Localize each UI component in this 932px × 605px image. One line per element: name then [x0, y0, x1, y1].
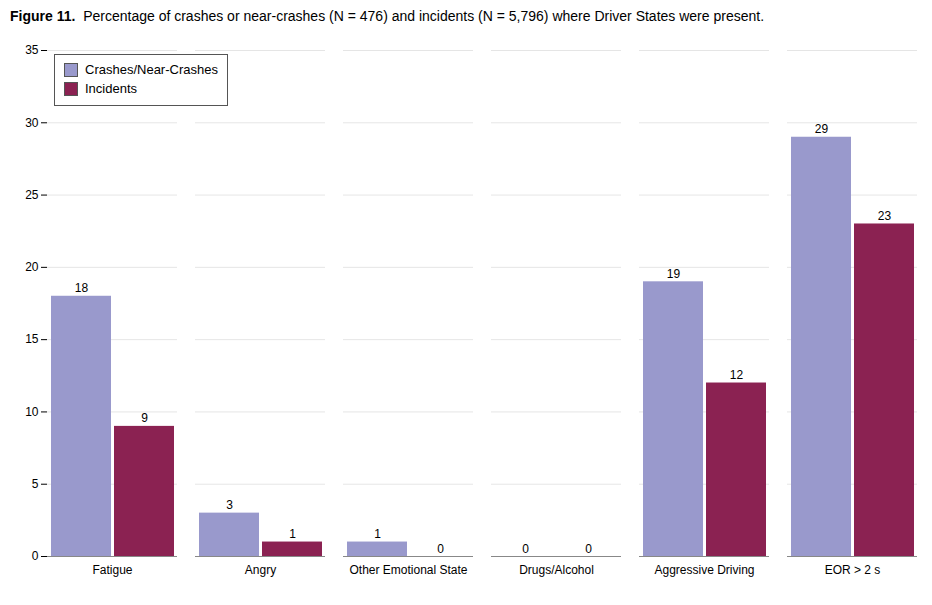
svg-text:15: 15: [25, 332, 39, 346]
svg-text:35: 35: [25, 43, 39, 57]
svg-text:1: 1: [289, 527, 296, 541]
svg-text:19: 19: [667, 267, 681, 281]
svg-text:0: 0: [585, 542, 592, 556]
svg-text:10: 10: [25, 405, 39, 419]
svg-text:0: 0: [437, 542, 444, 556]
svg-text:0: 0: [32, 549, 39, 563]
svg-text:25: 25: [25, 188, 39, 202]
html-text:Figure 11. Percentage of crash: Figure 11. Percentage of crashes or near…: [10, 8, 764, 24]
svg-text:3: 3: [226, 498, 233, 512]
html-text:Crashes/Near-Crashes: Crashes/Near-Crashes: [85, 62, 218, 77]
svg-text:12: 12: [730, 368, 744, 382]
svg-text:EOR > 2 s: EOR > 2 s: [825, 563, 881, 577]
svg-text:Other Emotional State: Other Emotional State: [349, 563, 467, 577]
svg-text:Aggressive Driving: Aggressive Driving: [654, 563, 754, 577]
svg-text:Drugs/Alcohol: Drugs/Alcohol: [519, 563, 594, 577]
svg-text:30: 30: [25, 116, 39, 130]
svg-text:Fatigue: Fatigue: [92, 563, 132, 577]
svg-text:0: 0: [522, 542, 529, 556]
svg-text:5: 5: [32, 477, 39, 491]
svg-text:18: 18: [75, 281, 89, 295]
svg-text:23: 23: [878, 209, 892, 223]
svg-text:Angry: Angry: [245, 563, 276, 577]
html-text:Incidents: Incidents: [85, 80, 137, 96]
svg-text:9: 9: [141, 411, 148, 425]
svg-text:1: 1: [374, 527, 381, 541]
svg-text:20: 20: [25, 260, 39, 274]
svg-text:29: 29: [815, 122, 829, 136]
